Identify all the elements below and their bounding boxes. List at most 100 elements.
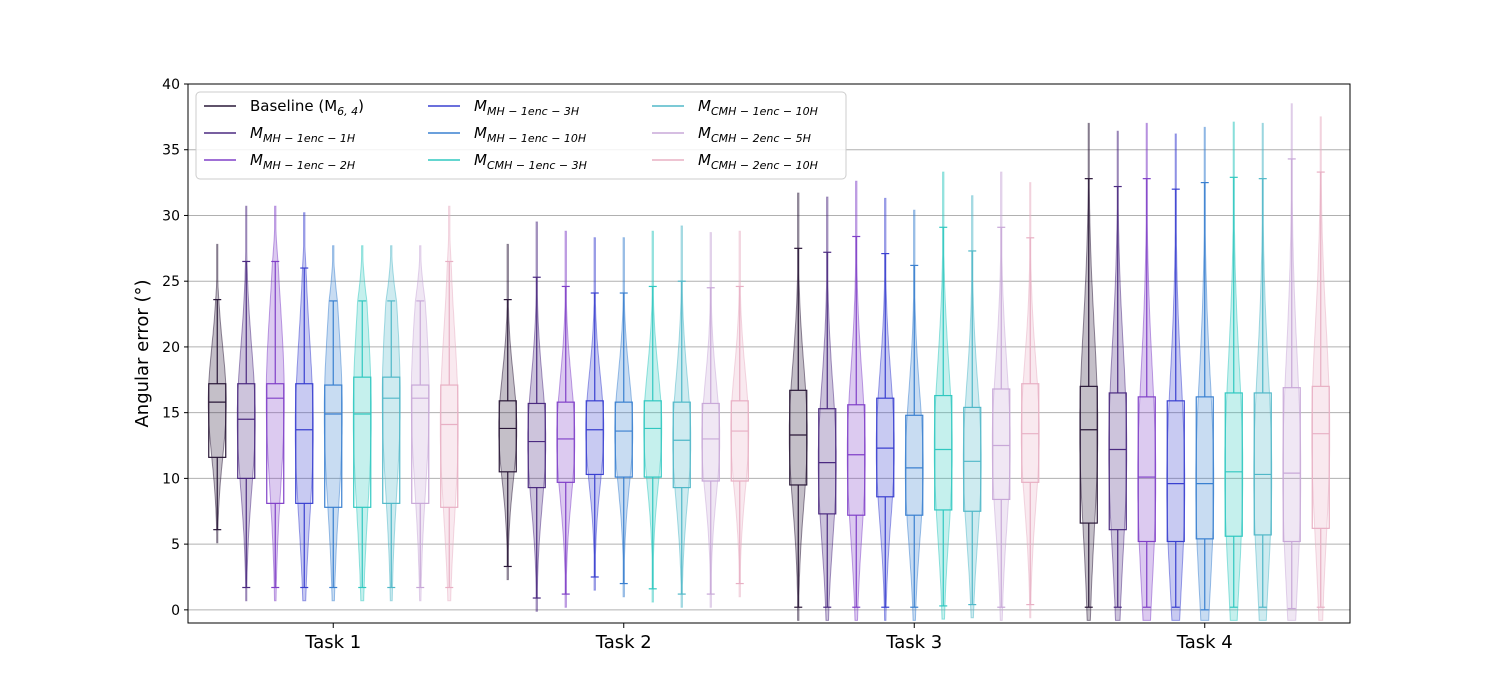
iqr-box — [440, 384, 459, 508]
violins — [207, 103, 1331, 621]
y-tick-label: 30 — [162, 208, 180, 224]
iqr-box — [614, 401, 633, 478]
iqr-box — [1108, 392, 1127, 531]
box-plot — [789, 247, 808, 608]
x-tick-label: Task 4 — [1176, 632, 1233, 653]
box-plot — [1021, 237, 1040, 606]
legend-label: MMH − 1enc − 10H — [474, 124, 586, 145]
box-plot — [701, 287, 720, 595]
violin-shape — [614, 237, 634, 598]
box-plot — [905, 264, 924, 608]
y-tick-label: 15 — [162, 406, 180, 422]
box-plot — [730, 285, 749, 585]
y-axis: 0 5 10 15 20 25 30 35 40 — [162, 77, 188, 619]
iqr-box — [1253, 392, 1272, 536]
iqr-box — [498, 400, 517, 473]
violin-shape — [527, 221, 547, 612]
box-plot — [498, 299, 517, 568]
box-plot — [556, 285, 575, 595]
legend-label: MMH − 1enc − 1H — [250, 124, 355, 145]
box-plot — [266, 260, 285, 589]
box-plot — [585, 292, 604, 578]
box-plot — [1195, 181, 1214, 611]
legend-label-subscript: MH − 1enc − 1H — [263, 132, 355, 145]
x-tick-label: Task 2 — [595, 632, 652, 653]
iqr-box — [295, 383, 314, 504]
iqr-box — [730, 400, 749, 482]
violin-shape — [381, 245, 401, 602]
legend-label-main: M — [698, 97, 711, 115]
box-plot — [818, 251, 837, 608]
legend-label: MMH − 1enc − 3H — [474, 97, 579, 118]
y-tick-label: 35 — [162, 143, 180, 159]
box-plot — [614, 292, 633, 585]
legend-label-main: M — [250, 151, 263, 169]
legend-label-main: M — [698, 151, 711, 169]
iqr-box — [1282, 387, 1301, 543]
iqr-box — [934, 394, 953, 511]
legend-label-main: Baseline (M — [250, 97, 337, 115]
iqr-box — [905, 414, 924, 516]
iqr-box — [1311, 385, 1330, 529]
y-tick-label: 40 — [162, 77, 180, 93]
box-plot — [1166, 188, 1185, 608]
violin-shape — [585, 237, 605, 591]
legend-label: MCMH − 2enc − 10H — [698, 151, 818, 172]
legend-label-tail: ) — [358, 97, 364, 115]
violin-shape — [352, 245, 372, 602]
box-plot — [1108, 185, 1127, 608]
plot-frame — [187, 83, 1351, 624]
iqr-box — [876, 397, 895, 498]
iqr-box — [672, 401, 691, 489]
box-plot — [1311, 171, 1330, 608]
iqr-box — [208, 383, 227, 458]
legend-label: MCMH − 2enc − 5H — [698, 124, 811, 145]
legend-box — [195, 91, 847, 180]
legend-label: MCMH − 1enc − 10H — [698, 97, 818, 118]
iqr-box — [1166, 400, 1185, 543]
box-plot — [643, 285, 662, 590]
legend-entry: MCMH − 2enc − 10H — [652, 151, 818, 172]
box-plot — [237, 260, 256, 589]
legend-entry: MMH − 1enc − 10H — [428, 124, 586, 145]
violin-shape — [556, 230, 576, 608]
y-tick-label: 5 — [171, 537, 180, 553]
legend-label-main: M — [698, 124, 711, 142]
iqr-box — [266, 383, 285, 504]
iqr-box — [701, 402, 720, 482]
violin-shape — [265, 205, 285, 602]
legend-entry: MMH − 1enc − 3H — [428, 97, 579, 118]
legend-label-subscript: MH − 1enc − 3H — [487, 105, 579, 118]
legend-entry: MCMH − 1enc − 3H — [428, 151, 587, 172]
x-tick-label: Task 3 — [885, 632, 942, 653]
legend-label-main: M — [474, 124, 487, 142]
violin-shape — [323, 245, 343, 602]
iqr-box — [411, 384, 430, 504]
iqr-box — [847, 404, 866, 516]
y-tick-label: 25 — [162, 274, 180, 290]
legend-label-main: M — [250, 124, 263, 142]
violin-shape — [730, 230, 750, 598]
box-plot — [353, 300, 372, 589]
box-plot — [1224, 176, 1243, 608]
box-plot — [1079, 178, 1098, 608]
legend-label: MMH − 1enc − 2H — [250, 151, 355, 172]
box-plot — [527, 276, 546, 599]
iqr-box — [1195, 396, 1214, 540]
y-tick-label: 0 — [171, 603, 180, 619]
violin-shape — [672, 225, 692, 608]
iqr-box — [353, 376, 372, 508]
legend-entry: Baseline (M6, 4) — [204, 97, 364, 118]
legend-label-subscript: 6, 4 — [337, 105, 358, 118]
legend-label-main: M — [474, 97, 487, 115]
iqr-box — [585, 400, 604, 476]
box-plot — [1282, 158, 1301, 610]
legend-label-subscript: MH − 1enc − 10H — [487, 132, 586, 145]
box-plot — [295, 267, 314, 589]
box-plot — [382, 300, 401, 589]
legend-label: Baseline (M6, 4) — [250, 97, 364, 118]
iqr-box — [324, 384, 343, 508]
violin-shape — [788, 192, 808, 621]
violin-shape — [236, 205, 256, 602]
